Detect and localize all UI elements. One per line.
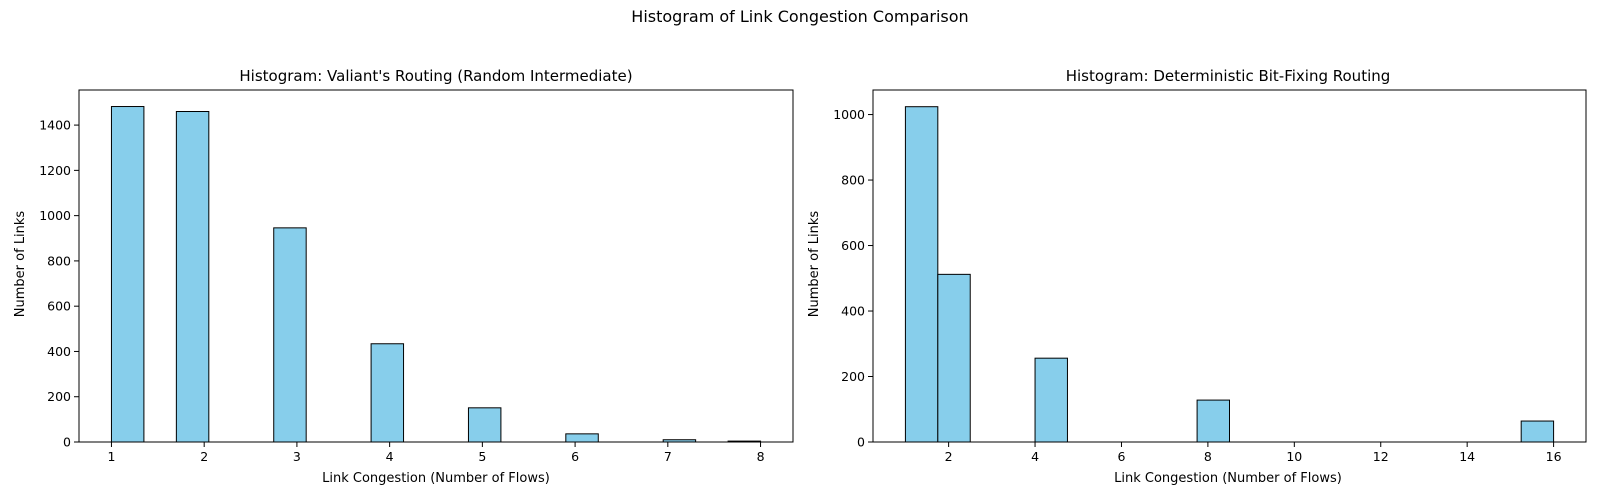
x-tick-label: 7 [664, 449, 672, 464]
figure-title: Histogram of Link Congestion Comparison [631, 7, 968, 26]
histogram-bar [175, 111, 210, 443]
plot-frame [78, 89, 794, 443]
y-tick-label: 200 [841, 369, 865, 384]
x-tick-label: 5 [478, 449, 486, 464]
y-tick-label: 1000 [39, 208, 71, 223]
y-tick-label: 0 [857, 435, 865, 450]
x-tick-label: 2 [945, 449, 953, 464]
x-axis-label: Link Congestion (Number of Flows) [322, 471, 550, 486]
y-tick-label: 1000 [833, 107, 865, 122]
chart-title: Histogram: Deterministic Bit-Fixing Rout… [1066, 67, 1391, 85]
bars [904, 106, 1555, 443]
y-axis-label: Number of Links [807, 211, 822, 318]
histogram-bar [1520, 420, 1555, 443]
plot-frame [872, 89, 1587, 443]
x-tick-label: 4 [1031, 449, 1039, 464]
chart-valiant-routing: Histogram: Valiant's Routing (Random Int… [13, 67, 794, 486]
histogram-bar [467, 407, 502, 443]
histogram-bar [110, 106, 145, 443]
y-tick-label: 600 [47, 299, 71, 314]
x-tick-label: 2 [200, 449, 208, 464]
x-axis-label: Link Congestion (Number of Flows) [1114, 471, 1342, 486]
histogram-bar [1196, 399, 1231, 443]
histogram-bar [370, 343, 405, 443]
chart-bit-fixing-routing: Histogram: Deterministic Bit-Fixing Rout… [807, 67, 1587, 486]
x-tick-label: 12 [1373, 449, 1389, 464]
y-tick-label: 400 [841, 304, 865, 319]
x-tick-label: 6 [1117, 449, 1125, 464]
y-tick-label: 600 [841, 238, 865, 253]
y-tick-label: 1400 [39, 118, 71, 133]
x-tick-label: 10 [1286, 449, 1302, 464]
x-tick-label: 1 [107, 449, 115, 464]
x-tick-label: 8 [1204, 449, 1212, 464]
x-tick-label: 16 [1546, 449, 1562, 464]
y-tick-label: 400 [47, 344, 71, 359]
axis-ticks: 1 2 3 4 5 6 7 8 0 200 400 600 800 1000 1200 1400 [39, 118, 764, 464]
x-tick-label: 8 [757, 449, 765, 464]
y-tick-label: 800 [841, 173, 865, 188]
axis-ticks: 2 4 6 8 10 12 14 16 0 200 400 600 800 1000 [833, 107, 1561, 464]
y-tick-label: 1200 [39, 163, 71, 178]
histogram-bar [565, 433, 599, 443]
histogram-bar [1034, 357, 1068, 443]
y-tick-label: 800 [47, 253, 71, 268]
y-tick-label: 0 [63, 435, 71, 450]
histogram-bar [937, 273, 971, 443]
chart-title: Histogram: Valiant's Routing (Random Int… [239, 67, 632, 85]
x-tick-label: 14 [1459, 449, 1475, 464]
x-tick-label: 6 [571, 449, 579, 464]
histogram-bar [904, 106, 939, 443]
x-tick-label: 4 [386, 449, 394, 464]
x-tick-label: 3 [293, 449, 301, 464]
y-axis-label: Number of Links [13, 211, 28, 318]
histogram-bar [273, 227, 307, 443]
bars [110, 106, 762, 443]
y-tick-label: 200 [47, 389, 71, 404]
